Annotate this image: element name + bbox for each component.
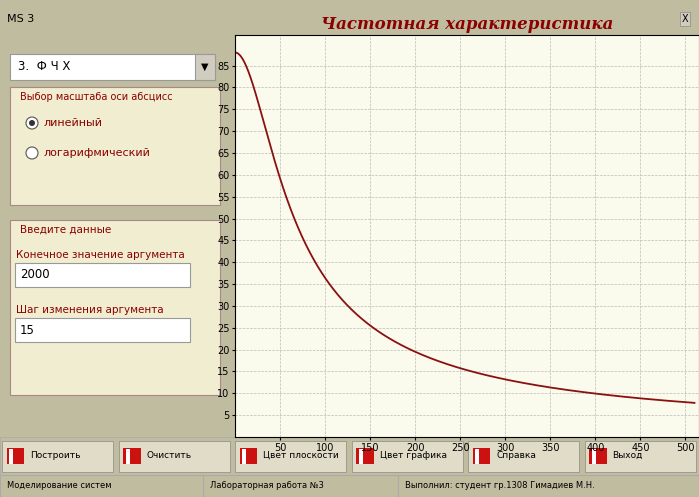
Text: X: X: [682, 14, 689, 24]
Text: MS 3: MS 3: [7, 14, 34, 24]
Text: логарифмический: логарифмический: [44, 148, 151, 158]
Circle shape: [26, 147, 38, 159]
FancyBboxPatch shape: [119, 441, 229, 472]
Text: 15: 15: [20, 324, 35, 336]
Text: 2000: 2000: [20, 268, 50, 281]
Text: ▼: ▼: [201, 62, 209, 72]
FancyBboxPatch shape: [584, 441, 696, 472]
Bar: [9, 449, 13, 464]
Text: Введите данные: Введите данные: [20, 225, 111, 235]
Text: линейный: линейный: [44, 118, 103, 128]
Text: Цвет плоскости: Цвет плоскости: [263, 451, 339, 460]
Text: Выполнил: студент гр.1308 Гимадиев М.Н.: Выполнил: студент гр.1308 Гимадиев М.Н.: [405, 482, 595, 491]
Text: Построить: Построить: [30, 451, 80, 460]
Text: Очистить: Очистить: [147, 451, 192, 460]
Bar: [10, 54, 215, 80]
Title: Частотная характеристика: Частотная характеристика: [321, 16, 613, 33]
Text: Справка: Справка: [496, 451, 536, 460]
FancyBboxPatch shape: [2, 441, 113, 472]
Text: Цвет графика: Цвет графика: [380, 451, 447, 460]
Text: Конечное значение аргумента: Конечное значение аргумента: [16, 250, 185, 260]
Bar: [126, 449, 130, 464]
Text: Шаг изменения аргумента: Шаг изменения аргумента: [16, 305, 164, 315]
Bar: [240, 448, 257, 464]
Text: 3.  Ф Ч Х: 3. Ф Ч Х: [18, 61, 71, 74]
Circle shape: [26, 117, 38, 129]
Bar: [10, 87, 220, 205]
Text: Лабораторная работа №3: Лабораторная работа №3: [210, 482, 324, 491]
Bar: [356, 448, 374, 464]
Bar: [475, 449, 480, 464]
Text: Моделирование систем: Моделирование систем: [7, 482, 111, 491]
Bar: [591, 449, 596, 464]
Bar: [359, 449, 363, 464]
FancyBboxPatch shape: [235, 441, 346, 472]
Bar: [195, 54, 215, 80]
Bar: [15, 318, 190, 342]
Bar: [7, 448, 24, 464]
Bar: [124, 448, 141, 464]
Bar: [10, 220, 220, 395]
Text: Выбор масштаба оси абсцисс: Выбор масштаба оси абсцисс: [20, 92, 173, 102]
Circle shape: [29, 120, 35, 126]
FancyBboxPatch shape: [468, 441, 579, 472]
FancyBboxPatch shape: [352, 441, 463, 472]
Bar: [15, 263, 190, 287]
Bar: [242, 449, 246, 464]
Bar: [473, 448, 491, 464]
Text: Выход: Выход: [612, 451, 643, 460]
Bar: [589, 448, 607, 464]
